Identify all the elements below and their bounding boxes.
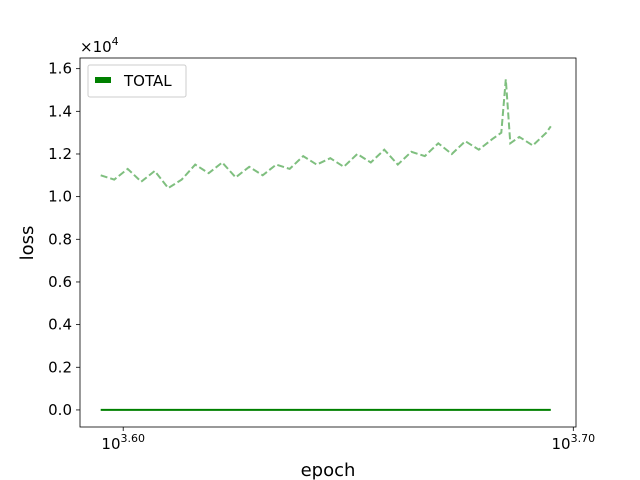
y-tick-label: 1.2 (48, 145, 72, 163)
x-tick-base: 10 (552, 435, 571, 453)
y-tick-label: 0.4 (48, 316, 72, 334)
y-tick-label: 0.2 (48, 358, 72, 376)
x-tick-label: 103.70 (552, 432, 596, 453)
y-tick-label: 1.0 (48, 188, 72, 206)
series-layer (100, 79, 552, 411)
legend-swatch-total (95, 77, 111, 83)
y-tick-label: 0.8 (48, 230, 72, 248)
legend-box (87, 64, 187, 98)
y-tick-label: 0.0 (48, 401, 72, 419)
x-axis: 103.60 103.70 (101, 427, 595, 453)
legend-label-total: TOTAL (123, 72, 172, 90)
series-line-dashed (100, 79, 552, 190)
y-multiplier-exponent: 4 (112, 35, 119, 48)
y-axis: 0.0 0.2 0.4 0.6 0.8 1.0 1.2 1.4 1.6 (48, 60, 80, 419)
x-tick-label: 103.60 (101, 432, 145, 453)
x-tick-exponent: 3.70 (571, 432, 596, 445)
y-tick-label: 0.6 (48, 273, 72, 291)
x-axis-title: epoch (301, 460, 356, 480)
plot-frame (79, 57, 577, 428)
x-tick-base: 10 (101, 435, 120, 453)
y-axis-title: loss (17, 226, 38, 261)
legend: TOTAL (87, 64, 187, 98)
y-tick-label: 1.4 (48, 102, 72, 120)
x-tick-exponent: 3.60 (121, 432, 146, 445)
y-tick-label: 1.6 (48, 60, 72, 78)
y-multiplier-label: ×104 (80, 35, 119, 56)
